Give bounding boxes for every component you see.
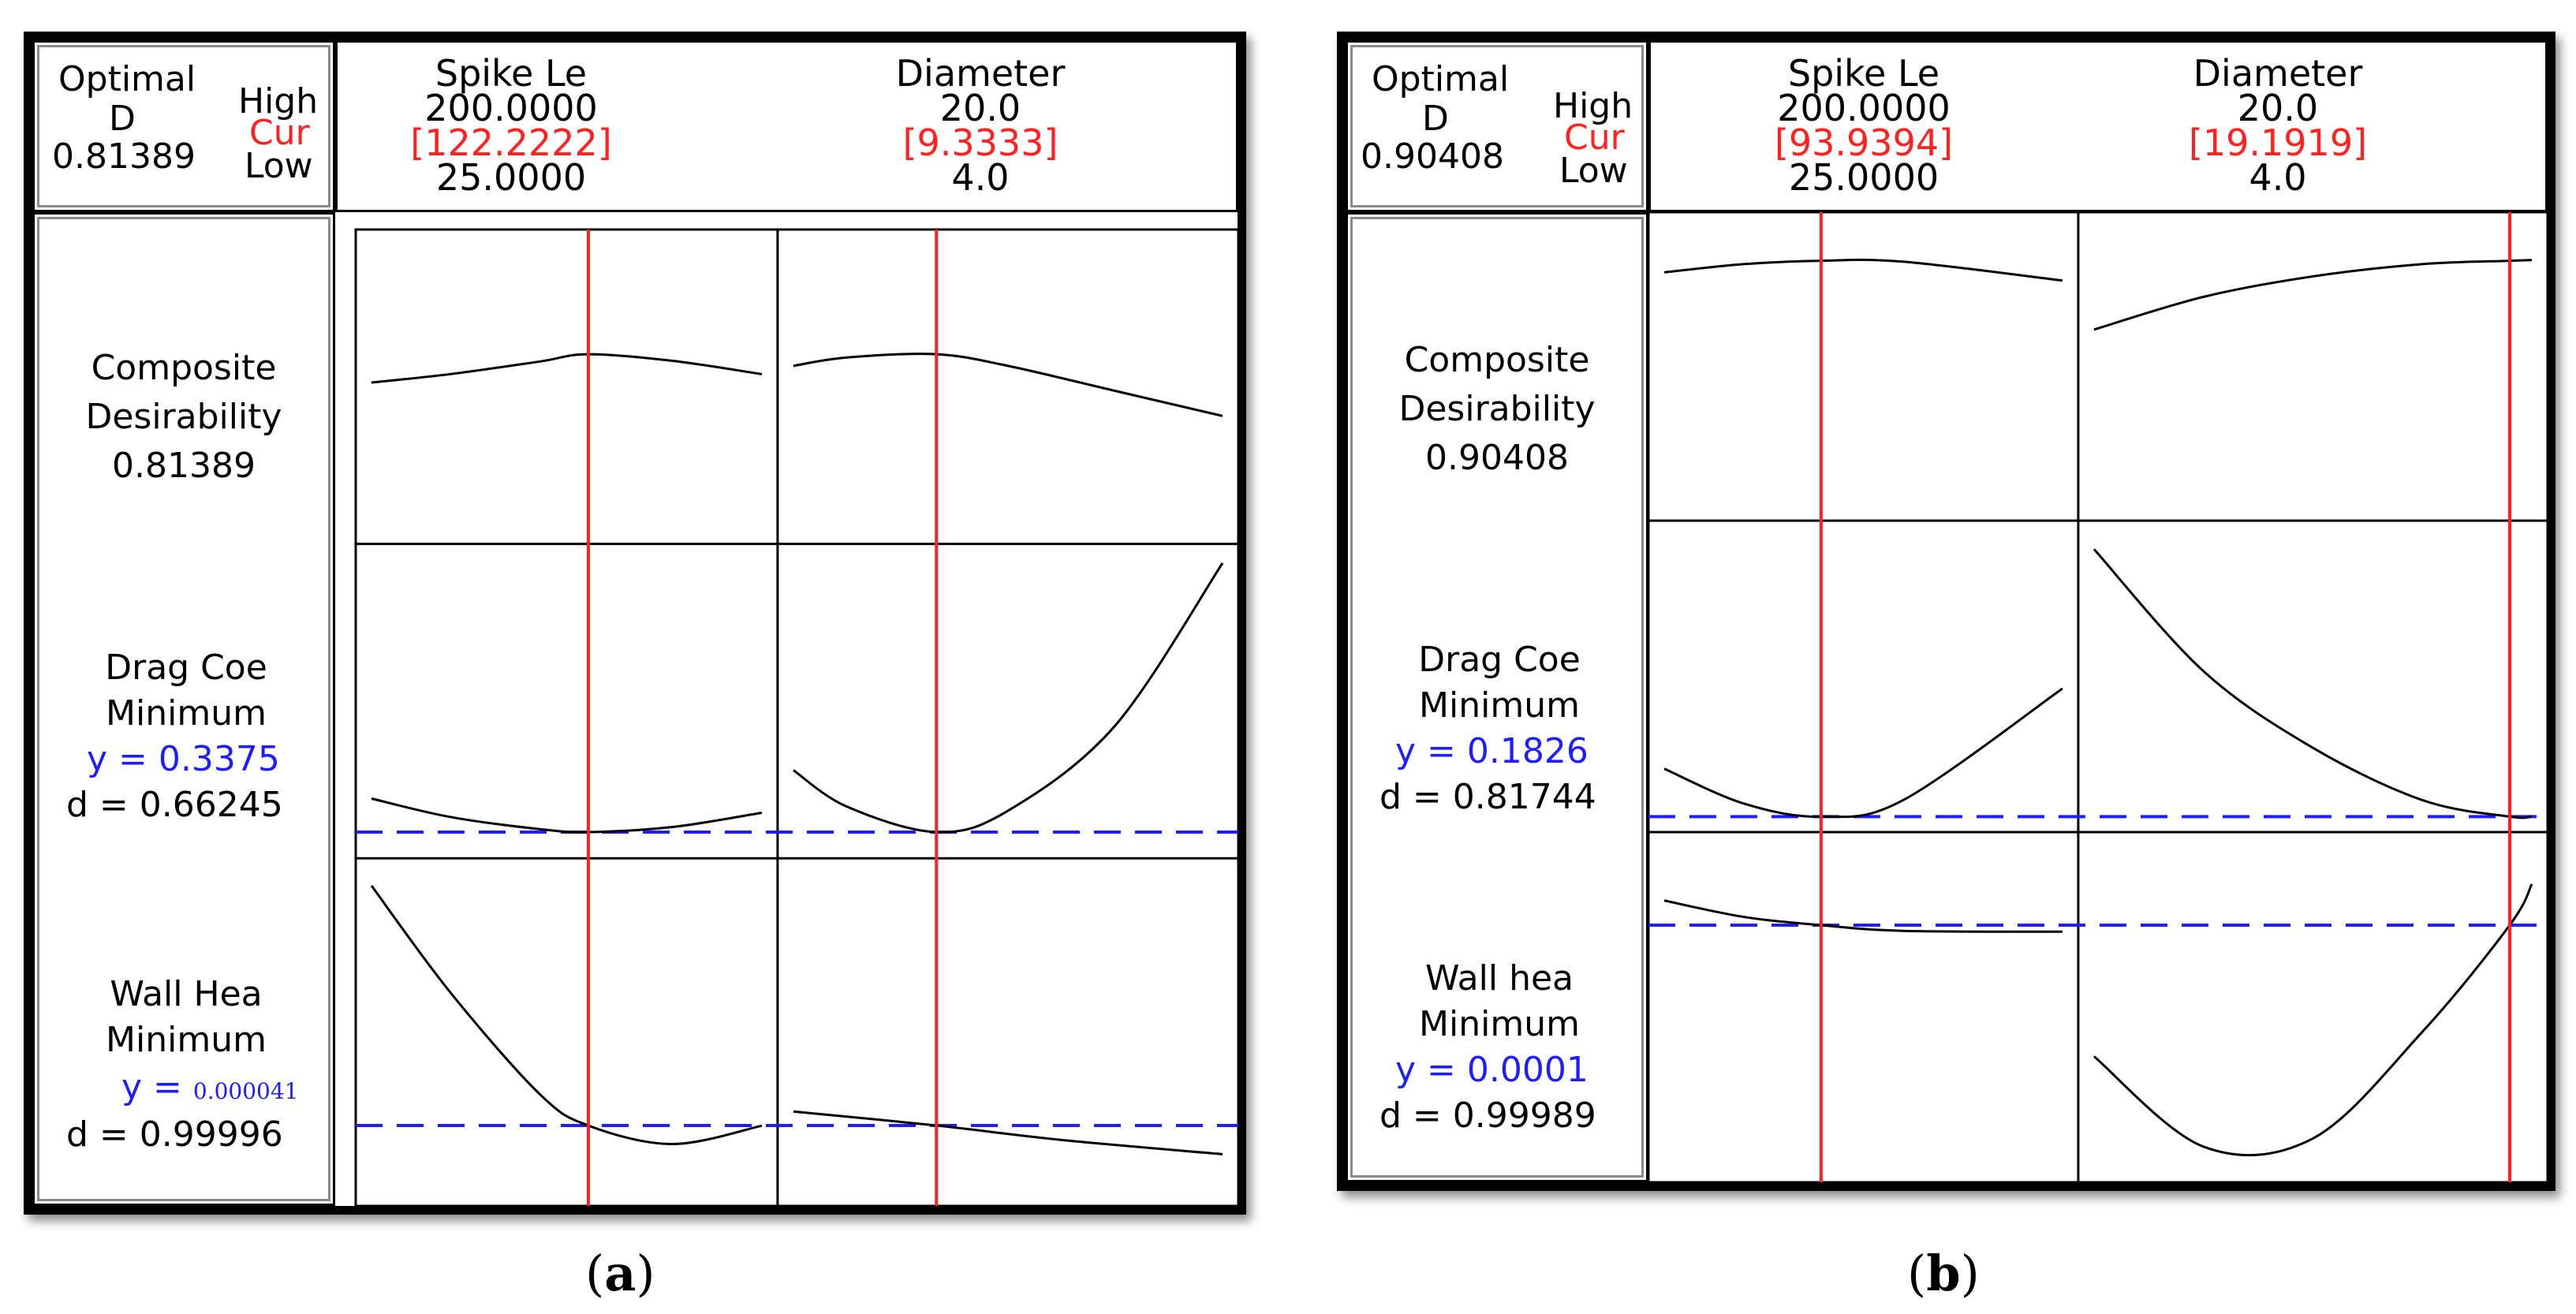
factor-high: 200.0000 (424, 87, 598, 129)
response-curve (2093, 259, 2533, 331)
composite-value: 0.81389 (112, 446, 256, 486)
drag-d: d = 0.66245 (66, 785, 283, 825)
wall-y: y = 0.0001 (1395, 1050, 1589, 1090)
factor-cur: [19.1919] (2188, 121, 2368, 164)
high-label: High (1553, 86, 1633, 126)
optimization-plot-b: Optimal D 0.90408 High Cur Low Spike Le … (1337, 32, 2555, 1191)
factor-name: Diameter (2193, 52, 2363, 95)
factor-name: Spike Le (435, 52, 588, 95)
wall-d: d = 0.99989 (1379, 1096, 1596, 1136)
factor-high: 20.0 (939, 87, 1021, 129)
optimal-d-value: 0.81389 (52, 136, 196, 177)
factor-low: 25.0000 (435, 156, 587, 199)
response-curve (371, 797, 763, 834)
drag-y: y = 0.3375 (87, 739, 280, 779)
optimal-d-box: Optimal D 0.81389 High Cur Low (32, 40, 335, 212)
factor-name: Spike Le (1787, 52, 1940, 95)
response-labels: Composite Desirability 0.90408 Drag Coe … (1346, 212, 1648, 1182)
low-label: Low (245, 146, 313, 186)
caption-b: (b) (1907, 1245, 1980, 1302)
response-curve (793, 1110, 1223, 1155)
response-curve (793, 353, 1223, 417)
wall-y: y = 0.000041 (121, 1068, 299, 1111)
factor-low: 25.0000 (1788, 156, 1939, 199)
optimal-d-box: Optimal D 0.90408 High Cur Low (1346, 40, 1648, 212)
composite-line1: Composite (91, 348, 277, 388)
response-curve (371, 353, 763, 384)
factor-low: 4.0 (2249, 156, 2307, 199)
factor-diameter: Diameter 20.0 [9.3333] 4.0 (866, 50, 1095, 208)
caption-open: ( (585, 1245, 605, 1302)
plot-svg (1647, 211, 2549, 1184)
response-curve (1663, 258, 2063, 282)
optimal-d-label: D (1422, 99, 1449, 139)
caption-close: ) (636, 1245, 655, 1302)
wall-d: d = 0.99996 (66, 1114, 283, 1155)
factor-spike-le: Spike Le 200.0000 [122.2222] 25.0000 (385, 50, 637, 208)
composite-value: 0.90408 (1425, 438, 1569, 478)
response-curve (2093, 883, 2533, 1157)
optimization-plot-a: Optimal D 0.81389 High Cur Low Spike Le … (24, 32, 1246, 1215)
factor-spike-le: Spike Le 200.0000 [93.9394] 25.0000 (1738, 50, 1990, 208)
caption-letter: b (1926, 1245, 1961, 1302)
factor-header: Spike Le 200.0000 [122.2222] 25.0000 Dia… (335, 40, 1238, 212)
factor-diameter: Diameter 20.0 [19.1919] 4.0 (2160, 50, 2396, 208)
factor-cur: [9.3333] (902, 121, 1058, 164)
optimal-label: Optimal (1372, 59, 1510, 99)
wall-y-prefix: y = (121, 1067, 193, 1107)
drag-line1: Drag Coe (105, 648, 267, 688)
plot-grid (354, 228, 1240, 1208)
response-labels: Composite Desirability 0.81389 Drag Coe … (32, 212, 335, 1206)
factor-header: Spike Le 200.0000 [93.9394] 25.0000 Diam… (1648, 40, 2548, 212)
wall-y-value: 0.000041 (192, 1078, 299, 1104)
factor-high: 20.0 (2237, 87, 2319, 129)
factor-cur: [93.9394] (1774, 121, 1954, 164)
caption-letter: a (604, 1245, 637, 1302)
cur-label: Cur (1564, 118, 1625, 158)
factor-cur: [122.2222] (410, 121, 612, 164)
composite-line1: Composite (1404, 340, 1590, 380)
cur-label: Cur (249, 113, 310, 153)
response-curve (1663, 899, 2063, 933)
optimal-label: Optimal (58, 59, 196, 99)
optimal-d-label: D (109, 99, 136, 139)
wall-line2: Minimum (106, 1020, 267, 1060)
optimal-d-value: 0.90408 (1361, 136, 1504, 177)
drag-line2: Minimum (1419, 685, 1580, 726)
composite-line2: Desirability (1398, 389, 1596, 429)
wall-line1: Wall hea (1424, 958, 1574, 999)
wall-line1: Wall Hea (110, 974, 263, 1014)
drag-d: d = 0.81744 (1379, 777, 1596, 817)
drag-line1: Drag Coe (1418, 640, 1581, 680)
wall-line2: Minimum (1419, 1004, 1580, 1044)
drag-line2: Minimum (106, 693, 267, 734)
factor-high: 200.0000 (1777, 87, 1951, 129)
caption-close: ) (1960, 1245, 1980, 1302)
response-curve (2093, 548, 2533, 819)
response-curve (370, 885, 763, 1146)
composite-line2: Desirability (85, 397, 282, 437)
plot-frame (1647, 211, 2549, 1184)
factor-low: 4.0 (951, 156, 1010, 199)
plot-svg (354, 228, 1240, 1208)
plot-frame (354, 228, 1240, 1208)
caption-open: ( (1907, 1245, 1927, 1302)
factor-name: Diameter (895, 52, 1066, 95)
response-curve (1663, 687, 2063, 819)
plot-grid (1647, 211, 2549, 1184)
response-curve (793, 562, 1224, 834)
low-label: Low (1559, 151, 1628, 191)
high-label: High (238, 81, 319, 121)
drag-y: y = 0.1826 (1395, 731, 1589, 771)
caption-a: (a) (585, 1245, 655, 1302)
